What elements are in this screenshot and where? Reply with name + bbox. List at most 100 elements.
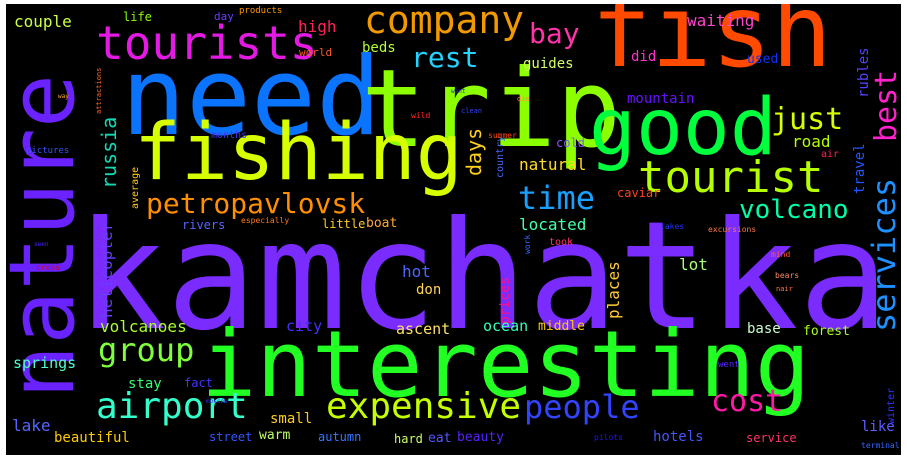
word-expensive: expensive [326,386,522,427]
word-group: group [98,331,195,369]
word-road: road [792,132,831,151]
word-service: service [746,431,797,445]
word-caviar: caviar [617,186,661,200]
word-springs: springs [13,354,77,372]
word-high: high [298,17,337,36]
word-stay: stay [128,376,162,392]
word-forest: forest [803,324,850,339]
word-airport: airport [96,386,248,427]
word-volcano: volcano [739,195,849,225]
word-helicopter: helicopter [97,221,116,318]
word-winter: winter [886,387,897,424]
word-base: base [747,321,781,337]
word-bay: bay [529,17,580,50]
word-middle: middle [538,319,585,334]
word-little: little [322,217,366,231]
word-places: places [604,261,623,319]
word-waiting: waiting [687,11,755,30]
word-boat: boat [366,216,398,231]
word-petropavlovsk: petropavlovsk [146,187,366,220]
word-couple: couple [14,12,72,31]
word-summer: summer [488,131,517,140]
word-good: good [589,83,777,173]
word-cold: cold [556,136,585,150]
word-rivers: rivers [182,218,226,232]
word-seen: seen [34,241,49,248]
word-nature: nature [6,73,95,399]
word-wild: wild [411,111,431,120]
word-hotels: hotels [653,429,704,445]
word-moscow: moscow [206,398,228,405]
word-country: country [495,135,506,178]
word-days: days [462,127,486,176]
word-pilots: pilots [594,433,623,442]
word-street: street [209,430,253,444]
word-beauty: beauty [457,430,504,445]
word-months: months [211,130,248,141]
word-excursions: excursions [708,225,757,234]
word-especially: especially [241,216,290,225]
word-terminal: terminal [861,441,900,450]
word-ocean: ocean [483,317,529,335]
word-fish: fish [591,4,832,90]
word-hard: hard [394,432,423,446]
word-lakes: lakes [660,222,685,231]
word-clean: clean [461,107,483,115]
word-products: products [239,6,283,16]
word-hot: hot [402,262,431,281]
word-cloud-canvas: kamchatka interesting need trip fish nature fi… [6,4,901,455]
word-pictures: pictures [26,146,70,156]
word-volcanoes: volcanoes [100,317,187,336]
word-best: best [869,69,901,142]
word-way: way [58,93,69,100]
word-autumn: autumn [318,430,362,444]
word-travel: travel [852,143,868,194]
word-went: went [718,360,740,370]
word-want: want [451,88,466,95]
word-city: city [286,317,323,335]
word-russia: russia [97,116,121,189]
word-people: people [524,388,640,426]
word-fact: fact [184,376,213,390]
word-bears: bears [775,271,800,280]
word-lot: lot [679,255,708,274]
word-interesting: interesting [201,311,811,418]
word-located: located [519,215,587,234]
word-life: life [123,10,152,24]
word-average: average [130,166,141,209]
word-need: need [121,35,382,160]
word-warm: warm [259,428,291,443]
word-company: company [364,4,525,42]
word-beds: beds [362,40,396,56]
word-used: used [747,52,779,67]
word-lake: lake [12,416,51,435]
word-attractions: attractions [95,67,103,114]
word-kamchatka: kamchatka [76,190,889,364]
word-like: like [861,419,895,435]
word-cross: cross [36,263,61,272]
word-ascent: ascent [396,320,451,338]
word-die: die [517,95,530,103]
word-natural: natural [519,155,587,174]
word-small: small [270,411,313,427]
word-air: air [821,149,840,160]
word-work: work [523,234,532,254]
word-tourists: tourists [96,16,318,70]
word-took: took [549,237,574,248]
word-beautiful: beautiful [54,430,130,446]
word-mountain: mountain [627,91,695,107]
word-services: services [865,177,901,332]
word-fishing: fishing [134,108,463,198]
word-tourist: tourist [638,152,824,203]
word-mind: mind [771,250,791,259]
word-day: day [214,10,234,23]
word-don: don [416,282,442,298]
word-rubles: rubles [856,47,872,98]
word-did: did [631,49,657,65]
word-time: time [518,179,596,217]
word-world: world [299,46,333,59]
word-guides: guides [523,56,574,72]
word-eat: eat [428,431,452,446]
word-rest: rest [411,41,479,74]
